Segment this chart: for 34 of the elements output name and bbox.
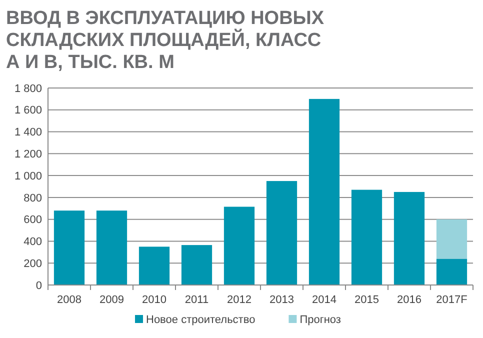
legend-label: Прогноз xyxy=(300,314,341,326)
bar xyxy=(394,192,425,285)
bar xyxy=(181,245,212,285)
y-tick-label: 600 xyxy=(24,214,42,226)
x-tick-label: 2017F xyxy=(436,294,468,306)
y-tick-label: 800 xyxy=(24,192,42,204)
x-tick-label: 2015 xyxy=(354,294,379,306)
bar xyxy=(351,190,382,285)
chart-title: ВВОД В ЭКСПЛУАТАЦИЮ НОВЫХ СКЛАДСКИХ ПЛОЩАДЕЙ, КЛАСС А И В, ТЫС. КВ. М xyxy=(6,8,324,73)
x-tick-label: 2008 xyxy=(57,294,82,306)
x-tick-label: 2011 xyxy=(184,294,209,306)
y-tick-label: 400 xyxy=(24,236,42,248)
y-tick-label: 0 xyxy=(36,280,42,292)
bar xyxy=(266,181,298,285)
y-tick-label: 200 xyxy=(24,258,42,270)
y-tick-label: 1 000 xyxy=(14,170,42,182)
bar xyxy=(138,246,170,285)
bar xyxy=(96,210,128,285)
bar xyxy=(54,210,85,285)
x-tick-label: 2012 xyxy=(227,294,252,306)
x-tick-label: 2010 xyxy=(142,294,166,306)
y-tick-label: 1 800 xyxy=(14,82,42,95)
y-tick-label: 1 200 xyxy=(14,148,42,161)
bar xyxy=(224,206,255,285)
bar xyxy=(308,98,340,285)
bar xyxy=(436,258,468,285)
x-tick-label: 2014 xyxy=(312,294,336,306)
x-tick-label: 2016 xyxy=(397,294,422,306)
x-tick-label: 2013 xyxy=(270,294,294,306)
bar xyxy=(436,219,468,259)
legend-label: Новое строительство xyxy=(146,314,256,326)
y-tick-label: 1 600 xyxy=(14,104,42,117)
x-tick-label: 2009 xyxy=(100,294,124,306)
y-tick-label: 1 400 xyxy=(14,126,42,139)
